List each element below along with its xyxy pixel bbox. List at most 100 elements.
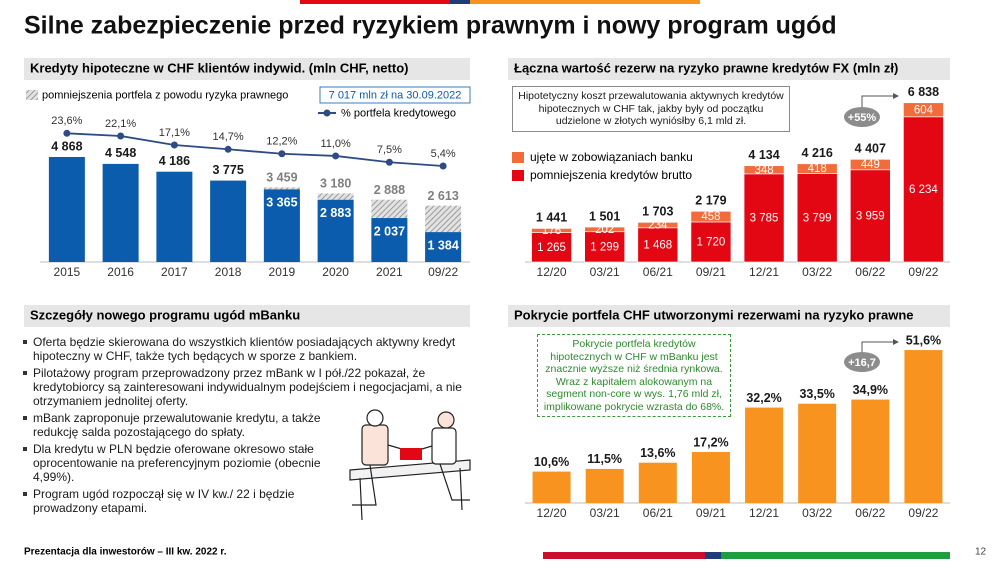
value-label: 14,7% [213,131,244,143]
bar-segment [743,165,785,175]
top-strip [300,0,700,4]
x-tick-label: 12/21 [749,265,779,279]
note: Pokrycie portfela kredytów hipotecznych … [537,334,731,417]
x-tick-label: 2021 [376,265,403,279]
value-label: 23,6% [51,115,82,127]
bar-segment [584,226,625,233]
value-label: 51,6% [906,333,941,347]
bar [745,407,784,503]
value-label: 3 365 [266,196,297,210]
bar [851,399,890,503]
bullet: Oferta będzie skierowana do wszystkich k… [22,335,470,363]
bar [532,471,571,503]
value-label: 234 [648,220,668,232]
legend-swatch [512,152,524,163]
chart-title: Kredyty hipoteczne w CHF klientów indywi… [30,60,408,75]
value-label: 2 613 [427,189,458,203]
section-title: Szczegóły nowego programu ugód mBanku [30,307,300,322]
slide-title: Silne zabezpieczenie przed ryzykiem praw… [24,12,837,40]
total-label: 1 703 [642,205,673,219]
x-tick-label: 06/22 [855,506,885,520]
value-label: 202 [595,224,614,236]
value-label: 348 [754,164,773,176]
bar-segment [903,116,944,263]
x-tick-label: 12/20 [537,265,567,279]
x-tick-label: 2017 [161,265,188,279]
bar [904,350,943,503]
value-label: 33,5% [799,387,834,401]
bar-segment [850,159,891,171]
x-tick-label: 09/21 [696,506,726,520]
x-tick-label: 03/21 [590,506,620,520]
legend-swatch [26,90,38,100]
bar-segment [690,210,732,223]
page-number: 12 [975,547,987,558]
legend-marker [323,109,331,117]
annotation-arrow [861,95,893,107]
x-tick-label: 2018 [215,265,242,279]
annotation: 7 017 mln zł na 30.09.2022 [329,89,462,101]
x-tick-label: 09/22 [908,265,938,279]
bar [102,163,139,262]
annotation-arrow [861,341,893,352]
bar [798,403,837,503]
bar-segment [743,173,785,263]
bar-segment [584,231,625,263]
bar [425,232,462,262]
legend-label: pomniejszenia portfela z powodu ryzyka p… [42,89,288,101]
illustration [349,409,471,521]
bar-segment [531,228,572,233]
value-label: 604 [914,104,934,116]
legend-label: % portfela kredytowego [341,107,456,119]
bar-segment [637,222,679,229]
x-tick-label: 09/22 [428,265,458,279]
x-tick-label: 2019 [269,265,296,279]
value-label: 34,9% [853,383,888,397]
line-marker [332,152,340,160]
bar [371,218,408,262]
bar [263,189,300,262]
value-label: 3 180 [320,177,351,191]
value-label: 3 459 [266,171,297,185]
line-marker [117,132,125,140]
annotation: +16,7 [848,357,876,369]
bar-segment [637,227,679,263]
line-marker [278,150,286,158]
bar [48,156,85,262]
value-label: 7,5% [377,144,402,156]
x-tick-label: 06/21 [643,506,673,520]
annotation-arrowhead [893,339,899,345]
line [66,132,444,167]
total-label: 2 179 [695,194,726,208]
x-tick-label: 09/21 [696,265,726,279]
legend-label: ujęte w zobowiązaniach banku [530,150,693,164]
total-label: 1 441 [536,211,567,225]
value-label: 3 959 [856,210,885,222]
value-label: 4 868 [51,139,82,153]
legend-swatch [512,170,524,181]
bullet-list: Oferta będzie skierowana do wszystkich k… [22,335,470,518]
value-label: 2 888 [374,183,405,197]
value-label: 17,1% [159,127,190,139]
bar [691,452,730,503]
value-label: 5,4% [431,148,456,160]
annotation: +55% [848,112,877,124]
total-label: 6 838 [908,85,939,99]
x-tick-label: 03/22 [802,265,832,279]
value-label: 3 785 [750,212,779,224]
x-tick-label: 09/22 [908,506,938,520]
bar-segment [903,102,944,118]
annotation-pill [844,107,880,127]
bullet: mBank zaproponuje przewalutowanie kredyt… [22,411,351,439]
total-label: 4 407 [855,142,886,156]
section-header [24,305,470,327]
bullet: Dla kredytu w PLN będzie oferowane okres… [22,442,351,484]
total-label: 1 501 [589,209,620,223]
value-label: 11,5% [587,452,622,466]
line-marker [439,162,447,170]
bar [585,468,624,503]
bar [156,171,193,262]
bar [317,199,354,262]
value-label: 1 468 [643,239,672,251]
